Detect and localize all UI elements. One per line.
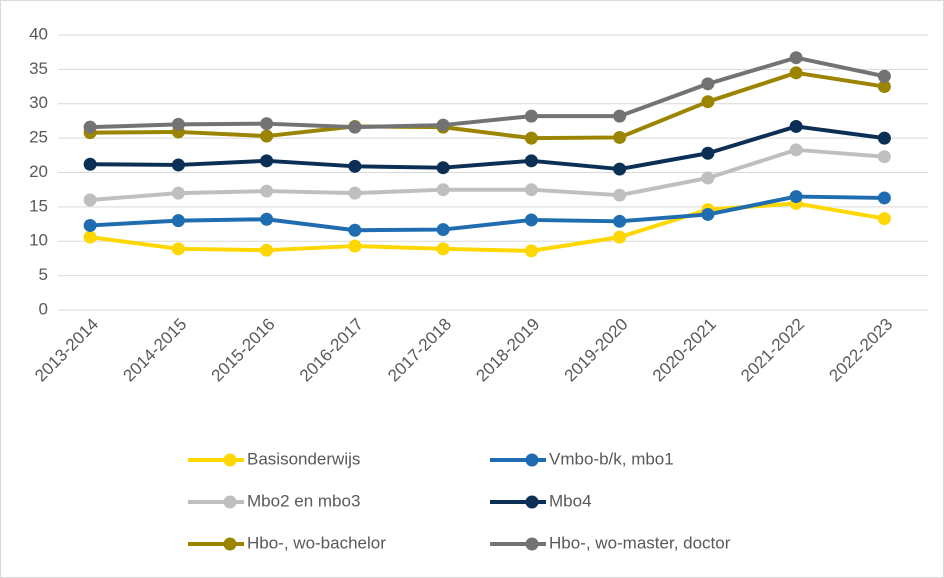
data-point [348, 239, 362, 253]
data-point [701, 146, 715, 160]
data-point [436, 118, 450, 132]
data-point [348, 159, 362, 173]
data-point [171, 214, 185, 228]
series-line [90, 70, 885, 141]
legend-marker [525, 453, 539, 467]
data-point [260, 212, 274, 226]
data-point [613, 188, 627, 202]
legend-label: Mbo4 [549, 491, 592, 510]
y-tick-label: 20 [29, 162, 48, 181]
data-point [524, 244, 538, 258]
data-point [436, 223, 450, 237]
data-point [436, 161, 450, 175]
data-point [877, 80, 891, 94]
data-point [260, 117, 274, 131]
data-point [524, 131, 538, 145]
y-tick-label: 40 [29, 24, 48, 43]
data-point [260, 129, 274, 143]
data-point [877, 212, 891, 226]
legend-label: Hbo-, wo-bachelor [247, 533, 386, 552]
data-point [789, 190, 803, 204]
data-point [83, 193, 97, 207]
data-point [260, 154, 274, 168]
series-line [90, 55, 885, 130]
y-tick-label: 5 [39, 265, 48, 284]
legend-label: Vmbo-b/k, mbo1 [549, 449, 674, 468]
data-point [524, 154, 538, 168]
data-point [613, 109, 627, 123]
data-point [789, 66, 803, 80]
data-point [436, 183, 450, 197]
y-tick-label: 30 [29, 93, 48, 112]
y-tick-label: 35 [29, 59, 48, 78]
data-point [789, 143, 803, 157]
data-point [171, 117, 185, 131]
data-point [83, 218, 97, 232]
data-point [260, 184, 274, 198]
data-point [613, 230, 627, 244]
legend-label: Mbo2 en mbo3 [247, 491, 360, 510]
data-point [524, 213, 538, 227]
data-point [613, 214, 627, 228]
data-point [83, 230, 97, 244]
y-tick-label: 15 [29, 196, 48, 215]
legend-label: Hbo-, wo-master, doctor [549, 533, 731, 552]
data-point [171, 186, 185, 200]
data-point [877, 131, 891, 145]
data-point [83, 157, 97, 171]
series-line [89, 147, 885, 202]
data-point [877, 191, 891, 205]
legend-label: Basisonderwijs [247, 449, 360, 468]
data-point [171, 158, 185, 172]
data-point [701, 207, 715, 221]
data-point [701, 77, 715, 91]
y-tick-label: 0 [39, 299, 48, 318]
legend-marker [223, 537, 237, 551]
legend-marker [223, 453, 237, 467]
y-tick-label: 25 [29, 128, 48, 147]
data-point [524, 109, 538, 123]
data-point [877, 150, 891, 164]
data-point [613, 130, 627, 144]
data-point [171, 242, 185, 256]
data-point [260, 243, 274, 257]
series-line [90, 124, 885, 172]
data-point [348, 186, 362, 200]
legend-marker [525, 537, 539, 551]
y-tick-label: 10 [29, 231, 48, 250]
data-point [789, 119, 803, 133]
legend-marker [223, 495, 237, 509]
data-point [877, 69, 891, 83]
data-point [613, 162, 627, 176]
data-point [701, 95, 715, 109]
legend-marker [525, 495, 539, 509]
data-point [348, 120, 362, 134]
data-point [83, 120, 97, 134]
data-point [348, 223, 362, 237]
data-point [701, 171, 715, 185]
data-point [524, 183, 538, 197]
data-point [436, 242, 450, 256]
data-point [789, 51, 803, 65]
series-line [90, 194, 885, 233]
